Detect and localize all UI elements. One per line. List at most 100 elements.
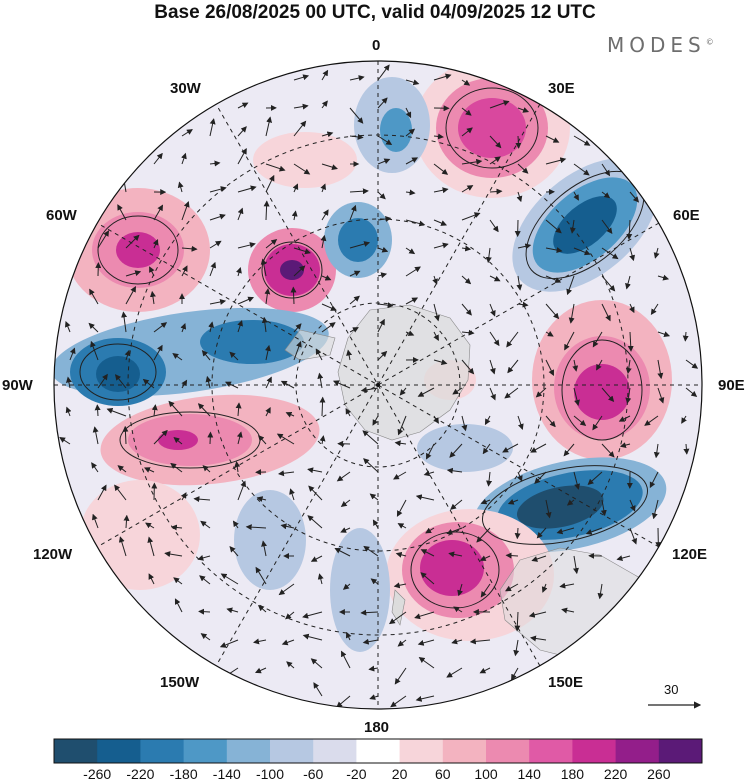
wind-arrow: [369, 694, 379, 700]
anomaly-negative-90w: [54, 307, 329, 406]
wind-arrow: [193, 496, 211, 503]
wind-arrow: [461, 303, 472, 316]
wind-arrow: [461, 127, 473, 137]
wind-arrow: [220, 573, 239, 585]
wind-arrow: [433, 133, 444, 140]
wind-arrow: [123, 514, 130, 529]
wind-arrow: [168, 400, 183, 417]
lon-label-120w: 120W: [33, 546, 73, 563]
wind-arrow: [106, 408, 127, 417]
lon-label-90e: 90E: [718, 377, 745, 394]
wind-arrow: [489, 156, 501, 165]
anomaly-field: [54, 61, 702, 709]
wind-arrow: [237, 480, 247, 501]
wind-arrow: [205, 375, 212, 389]
wind-arrow: [653, 443, 660, 459]
wind-arrow: [340, 527, 351, 533]
lon-label-60e: 60E: [673, 207, 700, 224]
wind-arrow: [321, 303, 337, 311]
wind-arrow: [597, 583, 604, 600]
wind-arrow: [644, 415, 659, 426]
wind-arrow: [489, 219, 499, 233]
wind-arrow: [446, 467, 463, 474]
colorbar-border: [53, 738, 703, 764]
wind-arrow: [482, 443, 491, 455]
anomaly-positive-40w: [248, 228, 336, 312]
colorbar-swatch: [486, 739, 530, 763]
wind-arrow: [181, 265, 188, 277]
colorbar-tick: -220: [126, 766, 155, 782]
wind-arrow: [418, 657, 435, 669]
colorbar-swatch: [615, 739, 660, 763]
wind-arrow: [517, 243, 532, 250]
wind-arrow: [545, 330, 554, 337]
wind-arrow: [616, 555, 631, 561]
wind-arrow: [619, 442, 631, 449]
wind-arrow: [561, 607, 575, 614]
wind-arrow: [414, 611, 435, 620]
wind-arrow: [237, 242, 256, 249]
wind-arrow: [310, 555, 323, 562]
antarctic-peninsula: [284, 329, 336, 361]
colorbar-tick: -60: [303, 766, 324, 782]
wind-arrow: [545, 415, 556, 428]
wind-arrow: [514, 527, 521, 540]
wind-arrow: [121, 311, 128, 333]
wind-arrow: [556, 527, 575, 535]
colorbar-swatch: [226, 739, 271, 763]
wind-arrow: [449, 443, 463, 458]
wind-arrow: [393, 471, 407, 480]
wind-arrow: [349, 107, 364, 124]
wind-arrow: [505, 583, 519, 592]
wind-arrow: [321, 131, 334, 138]
wind-arrow: [489, 100, 510, 109]
anomaly-weak-150w: [234, 490, 306, 590]
wind-arrow: [209, 240, 222, 249]
wind-arrow: [480, 583, 491, 598]
wind-arrow: [180, 492, 187, 501]
wind-arrow: [405, 219, 426, 227]
wind-arrow: [625, 275, 631, 290]
wind-arrow: [245, 524, 267, 531]
wind-arrow: [253, 638, 267, 645]
wind-arrow: [143, 467, 155, 473]
wind-arrow: [286, 661, 295, 669]
wind-arrow: [516, 191, 523, 203]
wind-arrow: [293, 103, 309, 110]
wind-arrow: [65, 406, 72, 417]
wind-arrow: [393, 582, 407, 589]
colorbar-tick: 100: [474, 766, 498, 782]
colorbar-tick: 220: [603, 766, 628, 782]
wind-arrow: [117, 465, 127, 473]
anomaly-positive-90e: [532, 300, 672, 460]
wind-arrow: [114, 484, 127, 501]
colorbar-tick: -140: [212, 766, 241, 782]
wind-arrow: [484, 415, 491, 426]
wind-arrow: [596, 359, 603, 371]
wind-arrow: [362, 638, 379, 645]
wind-arrow: [377, 64, 390, 81]
wind-arrow: [573, 387, 580, 406]
wind-arrow: [585, 527, 603, 535]
wind-arrow: [349, 204, 357, 221]
wind-arrow: [457, 583, 463, 597]
wind-arrow: [432, 275, 438, 285]
colorbar-swatch: [356, 739, 401, 763]
wind-arrow: [145, 522, 155, 529]
wind-arrow: [124, 349, 131, 361]
wind-arrow: [237, 185, 257, 193]
wind-arrow: [625, 359, 632, 374]
wind-arrow: [125, 286, 136, 305]
lon-label-0: 0: [372, 37, 381, 54]
wind-arrow: [153, 152, 163, 165]
wind-arrow: [209, 299, 227, 305]
wind-arrow: [153, 204, 164, 221]
wind-arrow: [601, 303, 611, 322]
wind-arrow: [377, 272, 388, 279]
lon-label-60w: 60W: [46, 207, 77, 224]
wind-arrow: [181, 245, 198, 252]
wind-arrow: [237, 148, 247, 165]
wind-arrow: [224, 381, 239, 389]
wind-arrow: [125, 234, 140, 249]
wind-arrow: [681, 415, 687, 424]
